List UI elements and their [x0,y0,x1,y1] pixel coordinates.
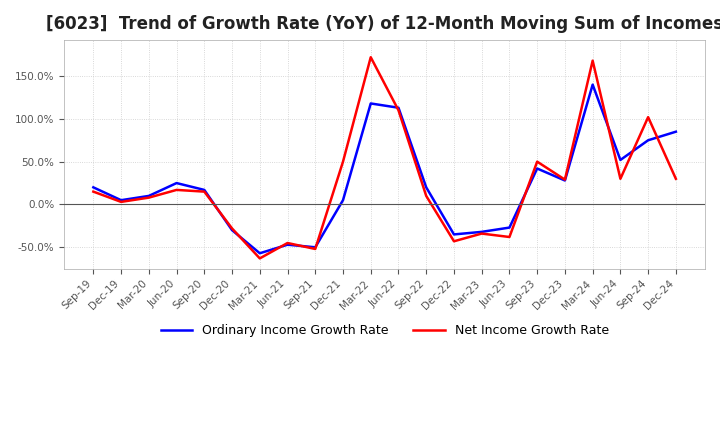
Ordinary Income Growth Rate [394,105,402,110]
Net Income Growth Rate [394,108,402,113]
Line: Net Income Growth Rate: Net Income Growth Rate [94,57,676,258]
Net Income Growth Rate [449,238,458,244]
Net Income Growth Rate [644,114,652,120]
Net Income Growth Rate [672,176,680,181]
Net Income Growth Rate [89,189,98,194]
Net Income Growth Rate [422,193,431,198]
Ordinary Income Growth Rate [672,129,680,134]
Ordinary Income Growth Rate [449,232,458,237]
Net Income Growth Rate [588,58,597,63]
Net Income Growth Rate [200,189,209,194]
Net Income Growth Rate [228,226,236,231]
Net Income Growth Rate [145,195,153,200]
Net Income Growth Rate [366,55,375,60]
Net Income Growth Rate [117,199,125,205]
Ordinary Income Growth Rate [89,185,98,190]
Net Income Growth Rate [533,159,541,164]
Net Income Growth Rate [338,159,347,164]
Ordinary Income Growth Rate [117,198,125,203]
Net Income Growth Rate [505,235,514,240]
Net Income Growth Rate [477,231,486,236]
Ordinary Income Growth Rate [422,185,431,190]
Ordinary Income Growth Rate [200,187,209,193]
Ordinary Income Growth Rate [366,101,375,106]
Ordinary Income Growth Rate [311,245,320,250]
Ordinary Income Growth Rate [561,178,570,183]
Net Income Growth Rate [616,176,625,181]
Legend: Ordinary Income Growth Rate, Net Income Growth Rate: Ordinary Income Growth Rate, Net Income … [156,319,613,342]
Ordinary Income Growth Rate [256,251,264,256]
Ordinary Income Growth Rate [616,158,625,163]
Ordinary Income Growth Rate [505,225,514,230]
Title: [6023]  Trend of Growth Rate (YoY) of 12-Month Moving Sum of Incomes: [6023] Trend of Growth Rate (YoY) of 12-… [46,15,720,33]
Ordinary Income Growth Rate [477,229,486,235]
Ordinary Income Growth Rate [533,166,541,171]
Ordinary Income Growth Rate [644,138,652,143]
Ordinary Income Growth Rate [145,193,153,198]
Net Income Growth Rate [311,246,320,252]
Ordinary Income Growth Rate [172,180,181,186]
Ordinary Income Growth Rate [338,198,347,203]
Ordinary Income Growth Rate [283,242,292,247]
Net Income Growth Rate [172,187,181,193]
Ordinary Income Growth Rate [228,227,236,233]
Net Income Growth Rate [283,240,292,246]
Net Income Growth Rate [561,177,570,182]
Net Income Growth Rate [256,256,264,261]
Ordinary Income Growth Rate [588,82,597,87]
Line: Ordinary Income Growth Rate: Ordinary Income Growth Rate [94,84,676,253]
